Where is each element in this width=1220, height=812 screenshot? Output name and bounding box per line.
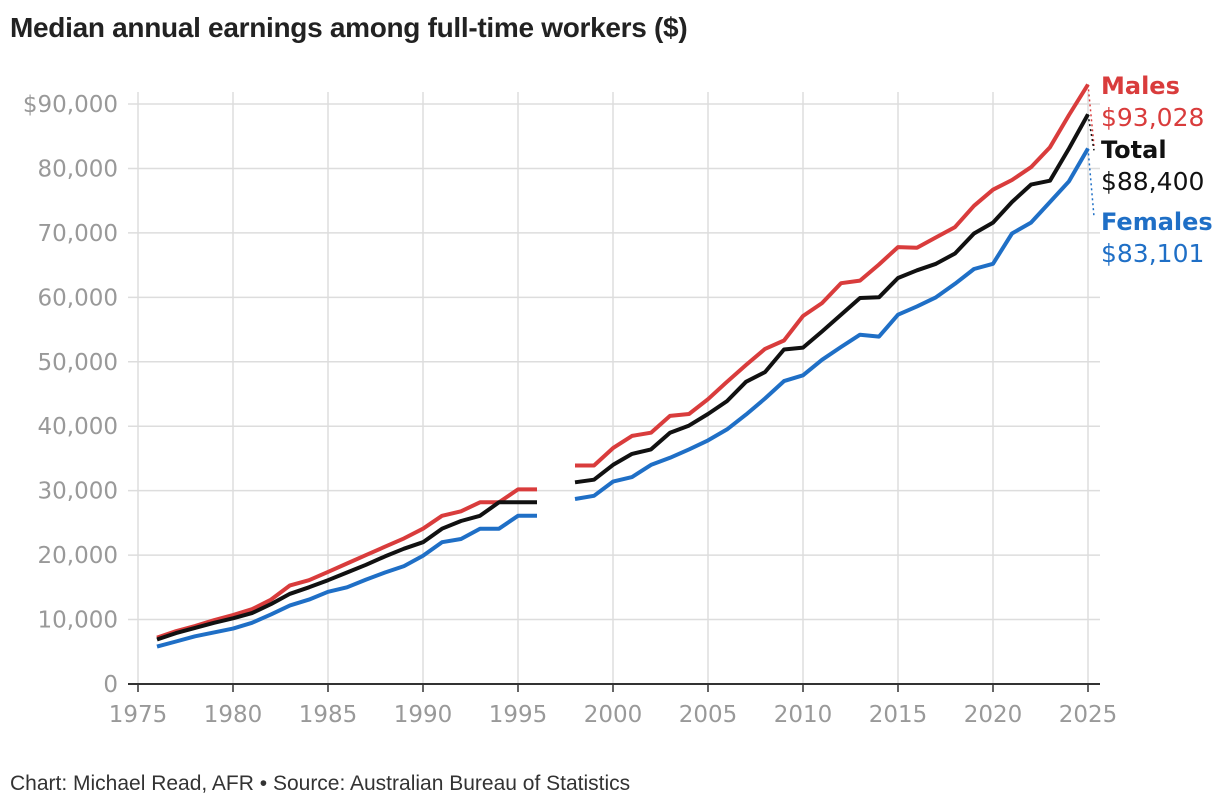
x-axis-ticks: 1975 1980 1985 1990 1995 2000 2005 2010 2015 2020… [109, 702, 1118, 728]
y-tick-label-20000: 20,000 [38, 543, 118, 569]
females-line-segment-1 [156, 513, 537, 649]
males-label-value: $93,028 [1101, 103, 1204, 132]
y-tick-label-10000: 10,000 [38, 608, 118, 634]
x-tick-label-2020: 2020 [964, 702, 1023, 728]
end-labels: Males $93,028 Total $88,400 Females $83,101 [1101, 72, 1213, 268]
y-axis-ticks: 0 10,000 20,000 30,000 40,000 50,000 60,000 70,… [23, 92, 118, 698]
females-label-value: $83,101 [1101, 239, 1204, 268]
y-tick-label-0: 0 [103, 672, 118, 698]
x-tick-label-2025: 2025 [1059, 702, 1118, 728]
y-tick-label-70000: 70,000 [38, 221, 118, 247]
y-tick-label-50000: 50,000 [38, 350, 118, 376]
x-tick-label-1985: 1985 [299, 702, 358, 728]
x-tick-label-2015: 2015 [869, 702, 928, 728]
y-tick-label-90000: $90,000 [23, 92, 118, 118]
chart-title: Median annual earnings among full-time w… [10, 12, 688, 43]
x-tick-label-2000: 2000 [584, 702, 643, 728]
x-tick-label-1980: 1980 [204, 702, 263, 728]
grid-lines [128, 92, 1100, 692]
total-line-segment-2 [574, 113, 1090, 485]
males-line-segment-2 [575, 83, 1090, 468]
total-label-connector [1087, 114, 1095, 151]
females-line-segment-2 [574, 147, 1090, 501]
total-line-segment-1 [156, 500, 537, 642]
males-line-segment-1 [156, 487, 537, 640]
x-tick-label-1975: 1975 [109, 702, 168, 728]
x-tick-label-1990: 1990 [394, 702, 453, 728]
x-tick-label-2005: 2005 [679, 702, 738, 728]
females-label-name: Females [1101, 208, 1213, 236]
y-tick-label-30000: 30,000 [38, 479, 118, 505]
chart-credit: Chart: Michael Read, AFR • Source: Austr… [10, 772, 631, 795]
females-label-connector [1087, 148, 1095, 217]
y-tick-label-80000: 80,000 [38, 156, 118, 182]
males-label-name: Males [1101, 72, 1180, 100]
males-label-connector [1087, 84, 1095, 146]
series-lines [156, 83, 1095, 649]
y-tick-label-40000: 40,000 [38, 414, 118, 440]
x-tick-label-1995: 1995 [489, 702, 548, 728]
y-tick-label-60000: 60,000 [38, 285, 118, 311]
total-label-value: $88,400 [1101, 167, 1204, 196]
total-label-name: Total [1101, 136, 1167, 164]
x-tick-label-2010: 2010 [774, 702, 833, 728]
